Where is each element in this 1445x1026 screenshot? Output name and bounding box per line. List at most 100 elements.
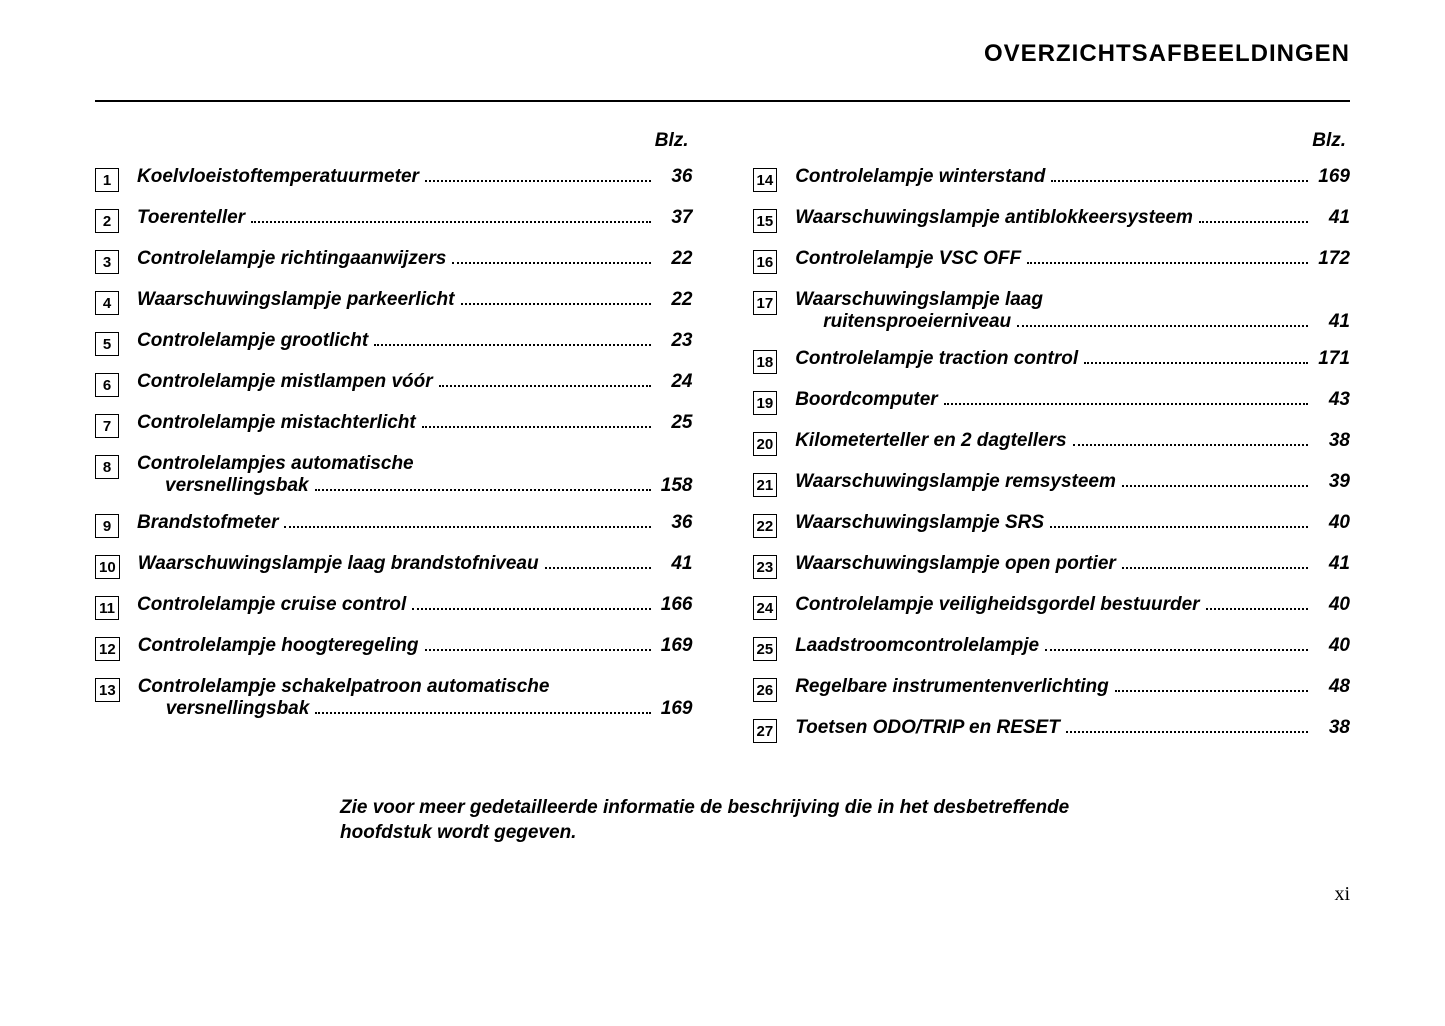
entry-label: Boordcomputer [795, 389, 938, 411]
leader-dots [1050, 517, 1308, 528]
column-header-right: Blz. [753, 130, 1351, 152]
entry-page: 41 [1314, 207, 1350, 229]
entry-number-box: 7 [95, 414, 119, 438]
entry-number-box: 12 [95, 637, 120, 661]
entry-page: 172 [1314, 248, 1350, 270]
leader-dots [1206, 599, 1308, 610]
toc-entry: 14 Controlelampje winterstand169 [753, 166, 1351, 192]
entry-body: Waarschuwingslampje SRS40 [795, 512, 1350, 534]
entry-page: 171 [1314, 348, 1350, 370]
toc-entry: 22 Waarschuwingslampje SRS40 [753, 512, 1351, 538]
entry-body: Controlelampje veiligheidsgordel bestuur… [795, 594, 1350, 616]
toc-entry: 19 Boordcomputer 43 [753, 389, 1351, 415]
entry-body: Waarschuwingslampje antiblokkeersysteem 4… [795, 207, 1350, 229]
leader-dots [1122, 476, 1308, 487]
entry-label: Laadstroomcontrolelampje [795, 635, 1039, 657]
entry-page: 43 [1314, 389, 1350, 411]
entry-number-box: 18 [753, 350, 778, 374]
entry-body: Waarschuwingslampje open portier41 [795, 553, 1350, 575]
toc-entry: 4Waarschuwingslampje parkeerlicht22 [95, 289, 693, 315]
entry-label: Controlelampjes automatische [137, 453, 414, 475]
toc-entry: 17 Waarschuwingslampje laagruitensproeier… [753, 289, 1351, 333]
entry-body: Controlelampje mistachterlicht25 [137, 412, 693, 434]
entry-number-box: 15 [753, 209, 778, 233]
entry-label: Controlelampje schakelpatroon automatisc… [138, 676, 550, 698]
entry-number-box: 10 [95, 555, 120, 579]
entry-number-box: 14 [753, 168, 778, 192]
entry-number-box: 22 [753, 514, 778, 538]
entry-number-box: 17 [753, 291, 778, 315]
right-entry-list: 14 Controlelampje winterstand169 15 Waarsch… [753, 166, 1351, 743]
entry-label: Brandstofmeter [137, 512, 278, 534]
entry-number-box: 1 [95, 168, 119, 192]
leader-dots [374, 335, 650, 346]
entry-label: Controlelampje richtingaanwijzers [137, 248, 446, 270]
entry-body: Controlelampje mistlampen vóór24 [137, 371, 693, 393]
entry-body: Controlelampje traction control171 [795, 348, 1350, 370]
entry-page: 169 [657, 698, 693, 720]
left-entry-list: 1Koelvloeistoftemperatuurmeter362Toerent… [95, 166, 693, 720]
footnote: Zie voor meer gedetailleerde informatie … [0, 795, 1445, 846]
entry-number-box: 11 [95, 596, 119, 620]
leader-dots [461, 294, 651, 305]
entry-label: Toetsen ODO/TRIP en RESET [795, 717, 1060, 739]
entry-body: Waarschuwingslampje parkeerlicht22 [137, 289, 693, 311]
entry-page: 48 [1314, 676, 1350, 698]
entry-body: Controlelampje grootlicht23 [137, 330, 693, 352]
toc-entry: 11Controlelampje cruise control166 [95, 594, 693, 620]
entry-number-box: 16 [753, 250, 778, 274]
entry-page: 41 [657, 553, 693, 575]
entry-label: Toerenteller [137, 207, 245, 229]
entry-page: 38 [1314, 430, 1350, 452]
toc-entry: 16 Controlelampje VSC OFF 172 [753, 248, 1351, 274]
leader-dots [1051, 171, 1308, 182]
right-column: Blz. 14 Controlelampje winterstand169 15 Wa… [753, 130, 1351, 758]
entry-label: Controlelampje VSC OFF [795, 248, 1021, 270]
entry-number-box: 8 [95, 455, 119, 479]
entry-number-box: 19 [753, 391, 778, 415]
toc-entry: 7 Controlelampje mistachterlicht25 [95, 412, 693, 438]
toc-entry: 1Koelvloeistoftemperatuurmeter36 [95, 166, 693, 192]
entry-number-box: 27 [753, 719, 778, 743]
toc-entry: 18 Controlelampje traction control171 [753, 348, 1351, 374]
toc-entry: 3 Controlelampje richtingaanwijzers22 [95, 248, 693, 274]
entry-body: Controlelampjes automatischeversnellings… [137, 453, 693, 497]
entry-number-box: 21 [753, 473, 778, 497]
leader-dots [1066, 722, 1308, 733]
leader-dots [1027, 253, 1308, 264]
entry-number-box: 26 [753, 678, 778, 702]
entry-body: Kilometerteller en 2 dagtellers38 [795, 430, 1350, 452]
toc-entry: 24Controlelampje veiligheidsgordel bestu… [753, 594, 1351, 620]
entry-body: Toerenteller37 [137, 207, 693, 229]
entry-number-box: 23 [753, 555, 778, 579]
entry-label: Waarschuwingslampje antiblokkeersysteem [795, 207, 1193, 229]
entry-label: Controlelampje grootlicht [137, 330, 368, 352]
leader-dots [315, 703, 650, 714]
entry-body: Controlelampje richtingaanwijzers22 [137, 248, 693, 270]
entry-label: Waarschuwingslampje remsysteem [795, 471, 1116, 493]
entry-sublabel: versnellingsbak [137, 475, 309, 497]
entry-body: Controlelampje winterstand169 [795, 166, 1350, 188]
entry-body: Waarschuwingslampje remsysteem 39 [795, 471, 1350, 493]
entry-page: 166 [657, 594, 693, 616]
entry-label: Waarschuwingslampje laag [795, 289, 1043, 311]
entry-page: 25 [657, 412, 693, 434]
toc-entry: 27Toetsen ODO/TRIP en RESET38 [753, 717, 1351, 743]
entry-number-box: 3 [95, 250, 119, 274]
toc-entry: 26Regelbare instrumentenverlichting48 [753, 676, 1351, 702]
leader-dots [545, 558, 651, 569]
toc-entry: 10Waarschuwingslampje laag brandstofnive… [95, 553, 693, 579]
entry-page: 36 [657, 166, 693, 188]
entry-label: Controlelampje veiligheidsgordel bestuur… [795, 594, 1199, 616]
leader-dots [425, 171, 651, 182]
toc-entry: 6Controlelampje mistlampen vóór24 [95, 371, 693, 397]
toc-entry: 23 Waarschuwingslampje open portier41 [753, 553, 1351, 579]
left-column: Blz. 1Koelvloeistoftemperatuurmeter362To… [95, 130, 693, 758]
leader-dots [284, 517, 650, 528]
leader-dots [439, 376, 651, 387]
entry-page: 40 [1314, 594, 1350, 616]
entry-body: Waarschuwingslampje laagruitensproeierni… [795, 289, 1350, 333]
leader-dots [315, 480, 651, 491]
entry-page: 39 [1314, 471, 1350, 493]
toc-entry: 9Brandstofmeter36 [95, 512, 693, 538]
